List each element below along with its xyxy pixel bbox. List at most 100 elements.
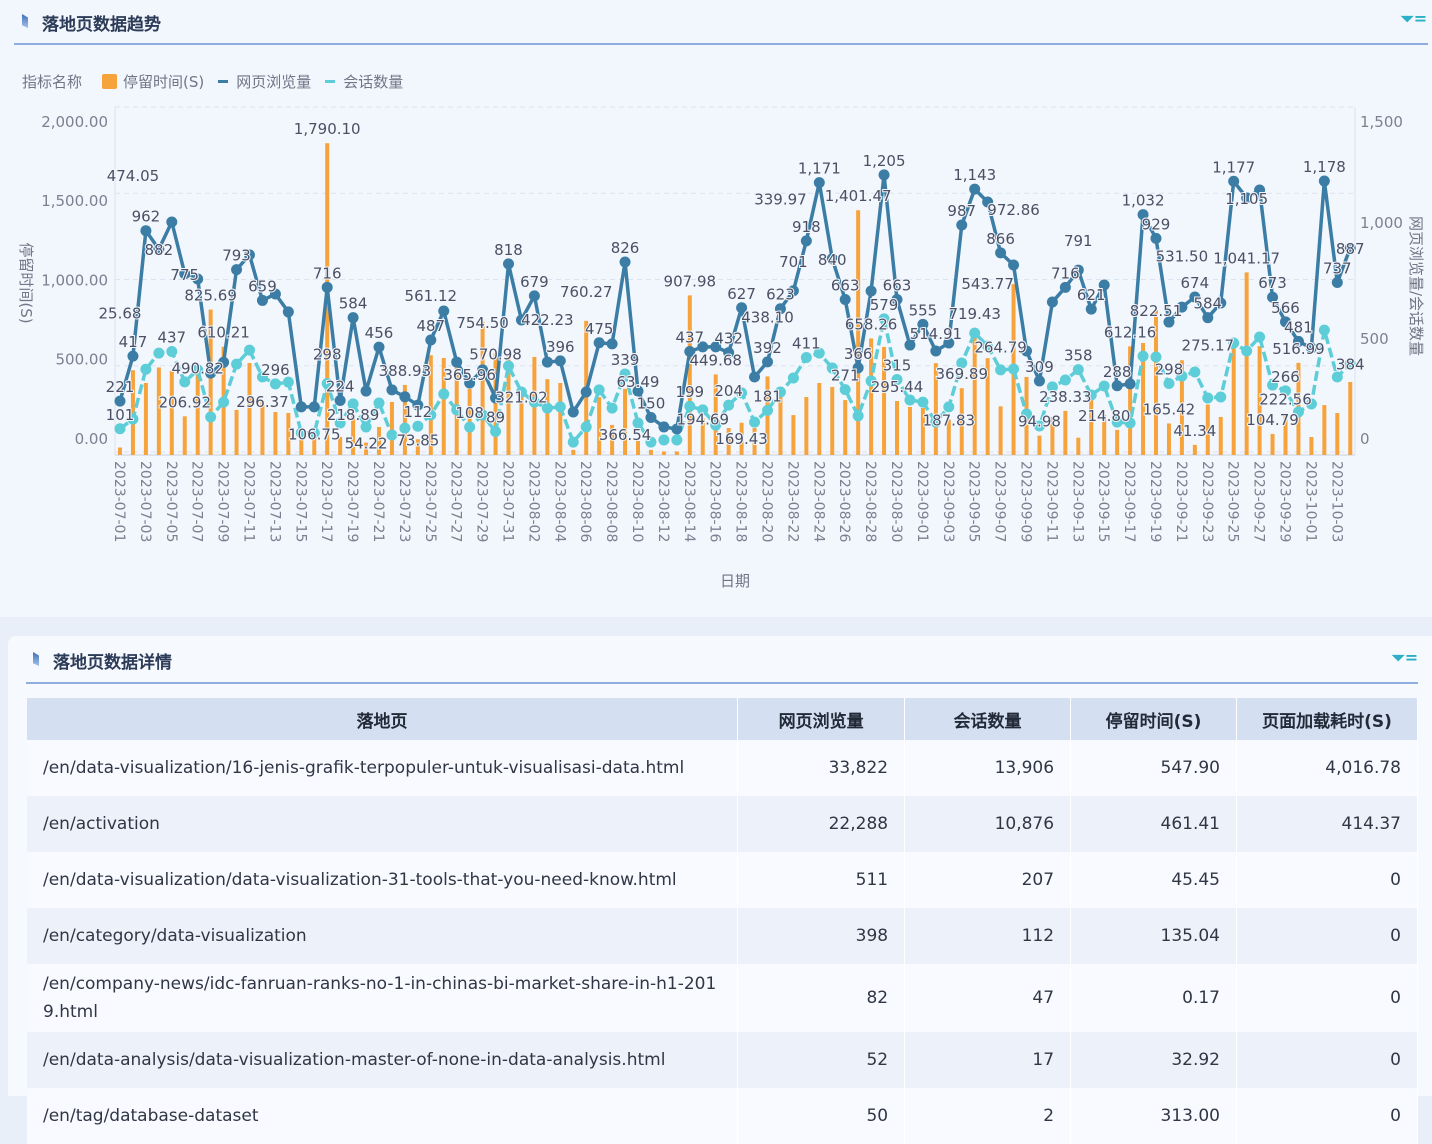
table-row[interactable]: /en/data-visualization/16-jenis-grafik-t… (27, 740, 1418, 796)
dwell-bar (1348, 381, 1353, 455)
sessions-point (127, 413, 139, 425)
pageviews-point (308, 401, 320, 413)
cell-dwell-time: 313.00 (1070, 1088, 1237, 1144)
data-label: 623 (766, 286, 795, 304)
legend-item-dwell[interactable]: 停留时间(S) (102, 71, 204, 92)
pageviews-point (710, 341, 722, 353)
data-label: 673 (1258, 274, 1287, 292)
dwell-bar (661, 451, 666, 455)
data-label: 929 (1142, 215, 1171, 233)
sessions-point (425, 409, 437, 421)
pageviews-point (736, 302, 748, 314)
pageviews-point (231, 264, 243, 276)
x-tick-label: 2023-08-18 (733, 461, 749, 542)
column-header-sessions[interactable]: 会话数量 (904, 698, 1072, 740)
pageviews-point (295, 401, 307, 413)
sessions-point (231, 358, 243, 370)
sessions-point (541, 402, 553, 414)
column-header-pageviews[interactable]: 网页浏览量 (737, 698, 906, 740)
cell-load-time: 414.37 (1236, 796, 1418, 852)
x-tick-label: 2023-07-11 (241, 461, 257, 542)
data-label: 449.68 (689, 351, 742, 369)
data-label: 962 (132, 208, 161, 226)
pageviews-point (800, 235, 812, 247)
x-tick-label: 2023-09-23 (1199, 461, 1215, 542)
pageviews-point (982, 196, 994, 208)
data-label: 369.89 (936, 365, 989, 383)
cell-sessions: 17 (904, 1032, 1072, 1088)
data-label: 659 (248, 277, 277, 295)
sessions-point (852, 410, 864, 422)
dwell-bar (1335, 413, 1340, 455)
pageviews-point (1021, 345, 1032, 357)
data-label: 475 (585, 320, 614, 338)
pageviews-point (541, 356, 553, 368)
data-label: 298 (1155, 360, 1184, 378)
pageviews-point (891, 294, 903, 306)
sessions-point (451, 404, 463, 416)
data-label: 1,205 (863, 152, 906, 170)
table-row[interactable]: /en/tag/database-dataset 50 2 313.00 0 (27, 1088, 1418, 1144)
pageviews-point (1280, 316, 1291, 328)
table-row[interactable]: /en/category/data-visualization 398 112 135… (27, 908, 1418, 964)
pageviews-point (956, 219, 968, 231)
sessions-point (684, 400, 696, 412)
x-tick-label: 2023-07-01 (111, 461, 127, 542)
sessions-point (1344, 358, 1356, 370)
x-tick-label: 2023-09-17 (1121, 461, 1137, 542)
data-label: 627 (727, 285, 756, 303)
sessions-point (826, 362, 838, 374)
cell-landing-page: /en/category/data-visualization (27, 908, 739, 964)
dwell-bar (1244, 272, 1249, 455)
filter-icon[interactable]: ⏷= (1392, 648, 1419, 667)
pageviews-point (256, 294, 268, 306)
dwell-bar (946, 419, 951, 455)
sessions-point (813, 347, 825, 359)
data-label: 206.92 (159, 393, 212, 411)
data-label: 366 (844, 345, 873, 363)
data-label: 25.68 (99, 305, 142, 323)
pageviews-point (1033, 375, 1045, 387)
pageviews-point (1176, 301, 1188, 313)
column-header-load-time[interactable]: 页面加载耗时(S) (1236, 698, 1418, 740)
pageviews-point (723, 347, 735, 359)
column-header-landing-page[interactable]: 落地页 (27, 698, 739, 740)
x-tick-label: 2023-08-24 (810, 461, 826, 542)
cell-sessions: 13,906 (904, 740, 1072, 796)
filter-icon[interactable]: ⏷= (1401, 9, 1428, 28)
data-label: 384 (1336, 356, 1365, 374)
dwell-bar (895, 401, 899, 455)
pageviews-point (1202, 312, 1214, 324)
sessions-point (943, 401, 955, 413)
data-label: 288 (1103, 363, 1132, 381)
data-label: 73.85 (396, 431, 439, 449)
dwell-bar (1050, 416, 1055, 455)
x-tick-label: 2023-07-03 (137, 461, 153, 542)
data-label: 716 (1051, 264, 1080, 282)
column-header-dwell-time[interactable]: 停留时间(S) (1070, 698, 1237, 740)
data-label: 663 (883, 277, 912, 295)
data-label: 487 (416, 317, 445, 335)
pageviews-point (1124, 378, 1136, 390)
x-tick-label: 2023-08-08 (603, 461, 619, 542)
legend-item-sessions[interactable]: 会话数量 (325, 71, 403, 92)
data-label: 165.42 (1143, 400, 1196, 418)
sessions-point (917, 396, 929, 408)
data-label: 760.27 (560, 283, 613, 301)
sessions-point (930, 416, 942, 428)
pageviews-point (1267, 291, 1279, 303)
pageviews-point (995, 247, 1007, 259)
table-row[interactable]: /en/data-visualization/data-visualizatio… (27, 852, 1418, 908)
sessions-point (891, 374, 903, 386)
table-row[interactable]: /en/activation 22,288 10,876 461.41 414.37 (27, 796, 1418, 852)
pageviews-point (490, 392, 502, 404)
dwell-bar (338, 436, 343, 455)
data-label: 112 (404, 403, 433, 421)
sessions-point (904, 394, 916, 406)
dwell-bar (713, 374, 718, 455)
table-row[interactable]: /en/company-news/idc-fanruan-ranks-no-1-… (27, 964, 1418, 1032)
data-label: 169.43 (715, 430, 768, 448)
sessions-point (697, 404, 709, 416)
table-row[interactable]: /en/data-analysis/data-visualization-mas… (27, 1032, 1418, 1088)
legend-item-pageviews[interactable]: 网页浏览量 (218, 71, 311, 92)
